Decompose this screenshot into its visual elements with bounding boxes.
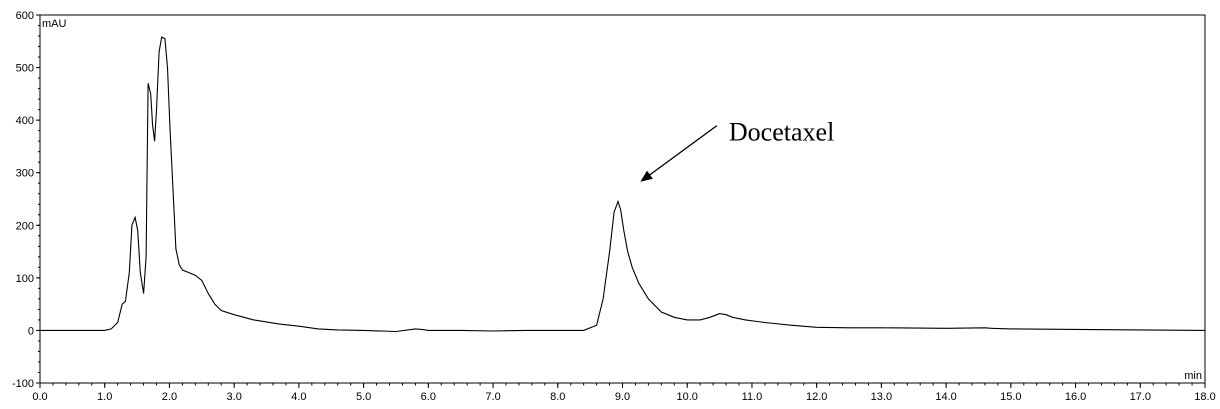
y-tick-label: -100: [12, 378, 34, 390]
x-tick-label: 0.0: [32, 391, 47, 403]
y-axis: -100 0 100 200 300 400 500 600: [12, 10, 40, 390]
chromatogram-trace: [40, 36, 1206, 333]
x-tick-label: 5.0: [356, 391, 371, 403]
x-tick-label: 1.0: [97, 391, 112, 403]
x-tick-label: 8.0: [550, 391, 565, 403]
x-tick-label: 15.0: [1000, 391, 1021, 403]
y-axis-unit-label: mAU: [42, 18, 67, 30]
x-tick-label: 12.0: [806, 391, 827, 403]
x-tick-label: 6.0: [421, 391, 436, 403]
x-tick-label: 17.0: [1130, 391, 1151, 403]
x-tick-label: 16.0: [1065, 391, 1086, 403]
x-tick-label: 2.0: [162, 391, 177, 403]
annotation-label-docetaxel: Docetaxel: [729, 118, 834, 147]
x-tick-label: 11.0: [742, 391, 763, 403]
x-tick-label: 4.0: [291, 391, 306, 403]
y-tick-label: 100: [16, 273, 34, 285]
y-tick-label: 300: [16, 168, 34, 180]
y-tick-label: 400: [16, 115, 34, 127]
y-tick-label: 200: [16, 220, 34, 232]
x-tick-label: 14.0: [935, 391, 956, 403]
x-axis: 0.0 1.0 2.0 3.0 4.0 5.0 6.0 7.0 8.0 9.0 10.0 11.0 12…: [32, 383, 1216, 403]
y-tick-label: 500: [16, 63, 34, 75]
x-tick-label: 9.0: [615, 391, 630, 403]
x-tick-label: 3.0: [227, 391, 242, 403]
y-tick-label: 0: [28, 325, 34, 337]
annotation-arrow: [640, 125, 718, 182]
x-tick-label: 18.0: [1194, 391, 1215, 403]
x-tick-label: 10.0: [677, 391, 698, 403]
plot-frame: [39, 14, 1206, 384]
x-tick-label: 13.0: [871, 391, 892, 403]
x-axis-unit-label: min: [1184, 370, 1202, 382]
y-tick-label: 600: [16, 10, 34, 22]
x-tick-label: 7.0: [485, 391, 500, 403]
